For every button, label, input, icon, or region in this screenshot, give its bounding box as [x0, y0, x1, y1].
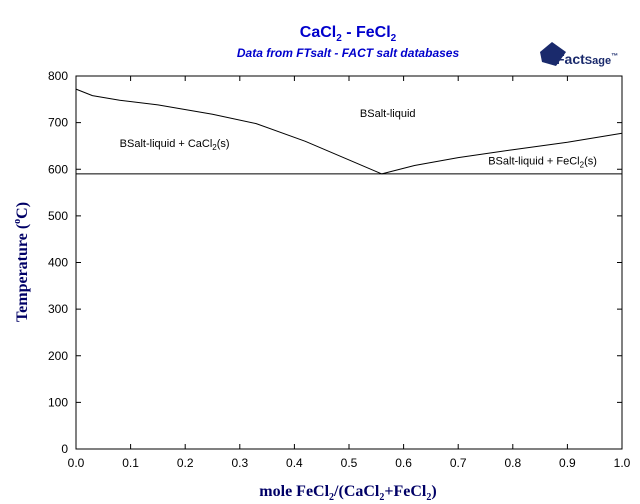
y-tick-label: 400 [48, 256, 68, 270]
x-tick-label: 0.3 [231, 456, 248, 470]
chart-subtitle: Data from FTsalt - FACT salt databases [237, 46, 460, 60]
y-tick-label: 100 [48, 395, 68, 409]
liquidus-line-2 [381, 132, 623, 175]
y-axis-label: Temperature (oC) [12, 202, 31, 322]
region-labels: BSalt-liquid BSalt-liquid + CaCl2(s) BSalt… [120, 108, 597, 170]
svg-text:FactSage™: FactSage™ [556, 51, 618, 67]
phase-boundaries [75, 88, 623, 175]
x-tick-label: 1.0 [614, 456, 631, 470]
x-tick-label: 0.7 [450, 456, 467, 470]
x-tick-label: 0.1 [122, 456, 139, 470]
y-tick-label: 500 [48, 209, 68, 223]
x-tick-label: 0.2 [177, 456, 194, 470]
x-tick-label: 0.0 [68, 456, 85, 470]
y-tick-label: 700 [48, 116, 68, 130]
y-tick-label: 300 [48, 302, 68, 316]
y-tick-label: 200 [48, 349, 68, 363]
region-label: BSalt-liquid + FeCl2(s) [488, 156, 597, 170]
y-tick-label: 600 [48, 162, 68, 176]
y-tick-label: 800 [48, 69, 68, 83]
x-tick-label: 0.5 [341, 456, 358, 470]
plot-frame [75, 75, 623, 450]
factsage-logo: FactSage™ [540, 42, 618, 67]
x-tick-label: 0.4 [286, 456, 303, 470]
x-tick-label: 0.9 [559, 456, 576, 470]
y-axis: 0 100 200 300 400 500 600 700 800 [48, 69, 622, 456]
liquidus-line-1 [75, 88, 382, 175]
region-label: BSalt-liquid + CaCl2(s) [120, 138, 230, 152]
x-tick-label: 0.8 [504, 456, 521, 470]
chart-title: CaCl2 - FeCl2 [300, 24, 397, 44]
x-axis: 0.0 0.1 0.2 0.3 0.4 0.5 0.6 0.7 0.8 0.9 1.0 [68, 76, 631, 470]
y-tick-label: 0 [61, 442, 68, 456]
region-label: BSalt-liquid [360, 108, 416, 120]
x-tick-label: 0.6 [395, 456, 412, 470]
x-axis-label: mole FeCl2/(CaCl2+FeCl2) [259, 483, 436, 503]
